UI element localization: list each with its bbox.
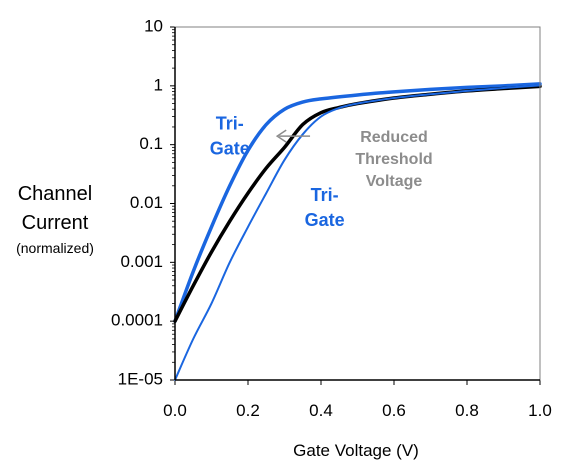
x-tick-label: 0.2 [236,401,260,420]
series-line-1 [173,82,542,323]
x-tick-label: 0.6 [382,401,406,420]
series-layer [173,82,542,381]
y-tick-label: 10 [144,16,163,35]
y-tick-label: 0.0001 [111,311,163,330]
annotation-3-line-1: Reduced [360,129,428,146]
y-tick-label: 0.1 [139,134,163,153]
y-axis-ticks: 10 1 0.1 0.01 0.001 0.0001 1E-05 [111,16,175,388]
x-axis-title: Gate Voltage (V) [293,441,419,460]
annotation-1-line-2: Gate [210,139,250,159]
y-tick-label: 1 [154,75,163,94]
plot-frame [174,26,541,381]
y-tick-label: 1E-05 [118,369,163,388]
annotation-3-line-2: Threshold [355,151,432,168]
y-axis-title-line-2: Current [22,212,89,234]
annotation-3-line-3: Voltage [366,173,423,190]
annotation-2-line-2: Gate [305,210,345,230]
x-tick-label: 0.8 [455,401,479,420]
x-axis-ticks: 0.0 0.2 0.4 0.6 0.8 1.0 [163,380,552,420]
threshold-arrow-head [275,129,287,143]
y-tick-label: 0.001 [120,252,163,271]
x-tick-label: 0.4 [309,401,333,420]
y-axis-title-line-1: Channel [18,183,93,205]
series-line-3 [174,84,541,381]
y-axis-title-line-3: (normalized) [16,240,94,256]
x-tick-label: 1.0 [528,401,552,420]
x-tick-label: 0.0 [163,401,187,420]
annotation-layer: Tri- Gate Tri- Gate Reduced Threshold Voltage [210,114,433,230]
annotation-2-line-1: Tri- [311,185,339,205]
annotation-1-line-1: Tri- [216,114,244,134]
y-tick-label: 0.01 [130,193,163,212]
